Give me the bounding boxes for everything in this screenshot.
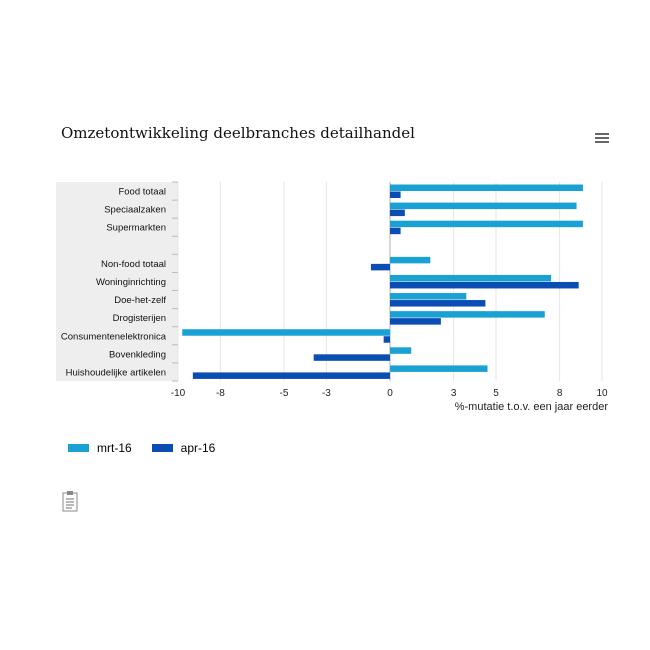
bar-apr-16: [370, 263, 390, 271]
category-label: Drogisterijen: [113, 313, 166, 324]
legend-swatch-mrt-16: [68, 444, 89, 452]
x-tick-label: -5: [280, 388, 289, 399]
bar-mrt-16: [390, 202, 577, 210]
chart-title: Omzetontwikkeling deelbranches detailhan…: [61, 124, 415, 142]
x-tick-label: -3: [322, 388, 331, 399]
hamburger-menu-icon[interactable]: [594, 131, 610, 145]
x-tick-label: -8: [216, 388, 225, 399]
chart-legend: mrt-16 apr-16: [68, 441, 215, 455]
x-tick-label: 0: [387, 388, 393, 399]
bar-apr-16: [313, 354, 390, 361]
bar-apr-16: [383, 336, 390, 343]
legend-label-apr-16: apr-16: [180, 441, 216, 455]
category-label: Doe-het-zelf: [114, 295, 166, 306]
category-label: Huishoudelijke artikelen: [66, 367, 166, 378]
x-tick-label: 5: [493, 388, 499, 399]
bar-apr-16: [390, 209, 405, 217]
legend-item-mrt-16[interactable]: mrt-16: [68, 441, 132, 455]
bar-mrt-16: [390, 256, 431, 264]
bar-mrt-16: [390, 274, 552, 282]
category-label-band: [56, 182, 178, 381]
bar-mrt-16: [390, 365, 488, 372]
bar-mrt-16: [390, 293, 467, 300]
bar-mrt-16: [390, 347, 412, 354]
x-tick-label: 3: [451, 388, 457, 399]
legend-label-mrt-16: mrt-16: [97, 441, 132, 455]
bar-apr-16: [390, 300, 486, 307]
bar-apr-16: [390, 281, 579, 289]
bar-mrt-16: [390, 220, 583, 228]
category-label: Supermarkten: [106, 223, 166, 234]
bar-mrt-16: [390, 184, 583, 191]
x-tick-label: 10: [596, 388, 608, 399]
x-axis-label: %-mutatie t.o.v. een jaar eerder: [455, 401, 609, 413]
legend-item-apr-16[interactable]: apr-16: [151, 441, 216, 455]
bar-mrt-16: [390, 311, 545, 318]
bar-apr-16: [192, 372, 390, 379]
category-label: Food totaal: [118, 187, 166, 198]
category-label: Speciaalzaken: [104, 205, 166, 216]
x-tick-label: -10: [171, 388, 186, 399]
bar-apr-16: [390, 191, 401, 198]
document-icon[interactable]: [62, 490, 78, 512]
category-label: Consumentenelektronica: [61, 331, 167, 342]
category-label: Woninginrichting: [96, 277, 166, 288]
bar-mrt-16: [182, 329, 390, 336]
x-tick-label: 8: [557, 388, 563, 399]
bar-apr-16: [390, 318, 441, 325]
bar-apr-16: [390, 227, 401, 235]
legend-swatch-apr-16: [151, 444, 173, 452]
category-label: Non-food totaal: [101, 259, 166, 270]
category-label: Bovenkleding: [109, 349, 166, 360]
